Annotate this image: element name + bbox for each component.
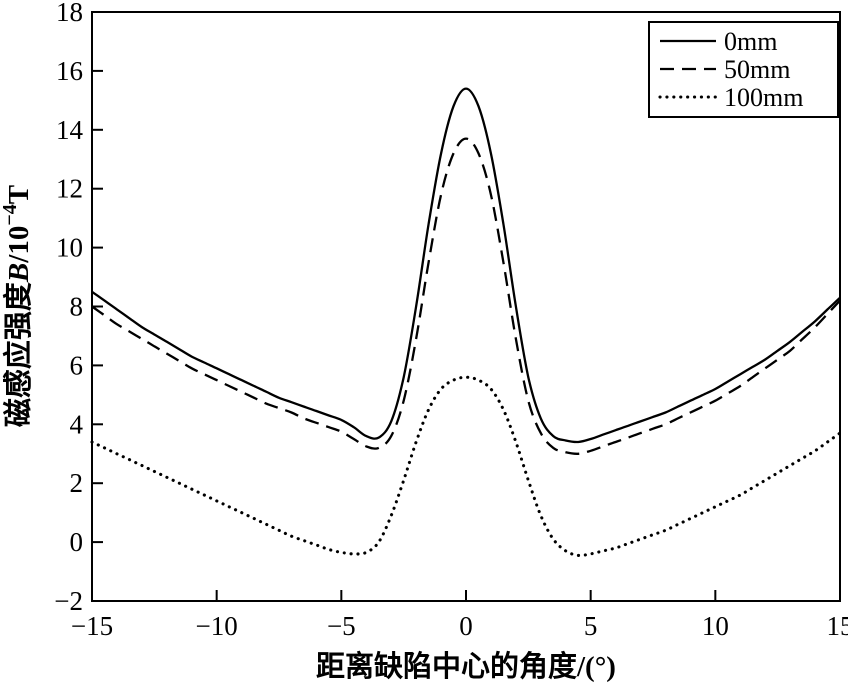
- y-axis-tick-labels: −2 0 2 4 6 8 10 12 14 16 18: [54, 0, 83, 616]
- y-tick-label: 12: [56, 174, 83, 204]
- y-axis-title-unit-post: T: [3, 185, 35, 204]
- x-axis-ticks: [92, 590, 840, 601]
- legend: 0mm 50mm 100mm: [649, 22, 838, 117]
- y-tick-label: 0: [70, 527, 84, 557]
- y-axis-title-variable: B: [3, 263, 35, 283]
- y-axis-title-unit-pre: /10: [3, 226, 35, 264]
- y-tick-label: 18: [56, 0, 83, 27]
- x-tick-label: −10: [196, 611, 238, 641]
- x-tick-label: 10: [702, 611, 729, 641]
- y-tick-label: 10: [56, 233, 83, 263]
- y-axis-title: 磁感应强度B/10−4T: [0, 185, 35, 427]
- y-axis-title-prefix: 磁感应强度: [1, 282, 35, 427]
- y-axis-ticks: [92, 12, 103, 601]
- curve-100mm: [92, 377, 840, 555]
- x-tick-label: 0: [459, 611, 473, 641]
- legend-label-0mm: 0mm: [724, 27, 777, 56]
- y-tick-label: 16: [56, 56, 83, 86]
- y-tick-label: 8: [70, 292, 84, 322]
- y-tick-label: 14: [56, 115, 84, 145]
- legend-label-100mm: 100mm: [724, 83, 803, 112]
- x-axis-title: 距离缺陷中心的角度/(°): [316, 649, 616, 683]
- y-axis-title-exponent: −4: [0, 204, 21, 225]
- y-tick-label: −2: [54, 586, 83, 616]
- y-tick-label: 4: [70, 409, 84, 439]
- x-tick-label: 15: [827, 611, 848, 641]
- y-tick-label: 6: [70, 350, 84, 380]
- y-tick-label: 2: [70, 468, 84, 498]
- x-tick-label: −5: [327, 611, 356, 641]
- curves-group: [92, 89, 840, 556]
- legend-label-50mm: 50mm: [724, 55, 790, 84]
- curve-50mm: [92, 139, 840, 454]
- x-tick-label: 5: [584, 611, 598, 641]
- curve-0mm: [92, 89, 840, 442]
